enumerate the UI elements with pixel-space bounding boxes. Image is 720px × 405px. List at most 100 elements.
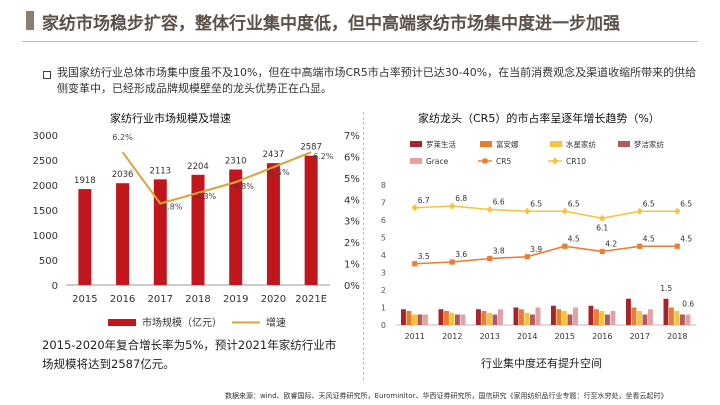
cr5-point-label: 4.5 (643, 234, 655, 243)
cr5-point-label: 3.9 (530, 245, 542, 254)
left-y-tick-label: 500 (39, 256, 58, 267)
right-chart-title: 家纺龙头（CR5）的市占率呈逐年增长趋势（%） (418, 112, 660, 125)
title-divider (22, 41, 698, 42)
brand-share-bar (556, 309, 562, 325)
brand-share-bar-label: 0.6 (682, 300, 694, 309)
growth-rate-label: 6.2% (112, 133, 133, 142)
brand-share-bar (412, 314, 417, 325)
right-x-tick-label: 2014 (517, 332, 537, 341)
market-size-bar (153, 179, 167, 285)
cr10-point (599, 214, 606, 222)
market-size-bar-label: 2437 (263, 150, 285, 160)
legend-label-2: 水星家纺 (566, 139, 596, 149)
chart-divider (363, 112, 364, 380)
cr10-point (449, 202, 456, 210)
growth-rate-label: 3.8% (162, 203, 183, 212)
brand-share-bar (460, 314, 466, 325)
brand-share-bar (663, 298, 669, 325)
cr10-point (524, 207, 531, 215)
right-y-tick-label: 1 (381, 304, 386, 313)
right-x-tick-label: 2015 (555, 332, 575, 341)
cr5-point-label: 3.5 (418, 252, 430, 261)
brand-share-bar (524, 312, 530, 325)
brand-share-bar (444, 311, 449, 325)
cr5-point-label: 3.8 (493, 247, 505, 256)
market-size-bar (78, 189, 92, 285)
left-y2-tick-label: 0% (344, 281, 360, 292)
left-y-tick-label: 3000 (33, 131, 58, 142)
cr10-point-label: 6.5 (530, 199, 542, 208)
title-bar: 家纺市场稳步扩容，整体行业集中度低，但中高端家纺市场集中度进一步加强 (0, 0, 720, 40)
right-y-tick-label: 8 (381, 181, 386, 190)
cr10-point-label: 6.7 (418, 196, 430, 205)
growth-rate-label: 6.2% (313, 152, 334, 161)
brand-share-bar (605, 314, 610, 325)
brand-share-bar (669, 307, 674, 325)
cr10-line (414, 205, 678, 220)
bullet-square-icon (43, 71, 51, 79)
left-y-tick-label: 2000 (33, 181, 58, 192)
brand-share-bar (438, 309, 444, 325)
left-x-tick-label: 2018 (185, 294, 210, 305)
left-x-tick-label: 2017 (148, 294, 173, 305)
legend-marker-6 (552, 157, 558, 165)
brand-share-bar (513, 307, 519, 325)
legend-label-6: CR10 (566, 157, 586, 166)
brand-share-bar (567, 314, 573, 325)
cr10-point (636, 207, 643, 215)
legend-label-3: 梦洁家纺 (634, 139, 664, 149)
brand-share-bar (551, 305, 556, 325)
legend-swatch-3 (618, 141, 630, 147)
left-chart-title: 家纺行业市场规模及增速 (110, 112, 231, 125)
left-x-tick-label: 2019 (223, 294, 248, 305)
cr5-point-label: 4.5 (680, 234, 692, 243)
market-size-bar (229, 169, 243, 285)
legend-label-0: 罗莱生活 (426, 139, 456, 149)
brand-share-bar (455, 314, 460, 325)
brand-share-bar (588, 305, 594, 325)
cr5-share-chart: 罗莱生活 富安娜 水星家纺 梦洁家纺 Grace CR5 CR10 0 1 2 3 4 5 6 7 8 1.5 0… (381, 139, 696, 341)
left-y2-tick-label: 2% (344, 238, 360, 249)
brand-share-bar (530, 314, 535, 325)
legend-swatch-2 (550, 141, 562, 147)
brand-share-bar (487, 312, 492, 325)
left-y2-tick-label: 3% (344, 217, 360, 228)
market-size-summary: 2015-2020年复合增长率为5%，预计2021年家纺行业市场规模将达到258… (42, 338, 337, 371)
left-y-tick-label: 1000 (33, 231, 58, 242)
concentration-caption: 行业集中度还有提升空间 (481, 357, 602, 370)
left-y-tick-label: 0 (52, 281, 58, 292)
left-x-tick-label: 2016 (110, 294, 135, 305)
growth-rate-line (121, 151, 312, 205)
brand-share-bar (642, 314, 648, 325)
right-y-tick-label: 3 (381, 269, 386, 278)
brand-share-bar (417, 314, 423, 325)
right-x-tick-label: 2016 (592, 332, 612, 341)
title-accent-mark (26, 11, 34, 30)
legend-label-growth-rate: 增速 (266, 316, 286, 329)
cr10-point-label: 6.1 (596, 223, 608, 232)
data-source-note: 数据来源：wind、欧睿国际、天风证券研究所，Eurominitor、华西证券研… (225, 392, 668, 400)
left-y2-tick-label: 7% (344, 131, 360, 142)
brand-share-bar (535, 307, 541, 325)
legend-swatch-0 (410, 141, 422, 147)
brand-share-bar (685, 314, 691, 325)
right-x-tick-label: 2013 (480, 332, 500, 341)
growth-rate-label: 4.8% (234, 182, 255, 191)
market-size-bar-label: 2587 (300, 143, 322, 153)
market-size-bar-label: 2036 (112, 170, 134, 180)
brand-share-bar (476, 309, 481, 325)
brand-share-bar (449, 312, 455, 325)
cr5-point (449, 259, 455, 265)
brand-share-bar (648, 309, 653, 325)
legend-label-4: Grace (426, 157, 449, 166)
left-x-tick-label: 2020 (261, 294, 286, 305)
bullet-paragraph: 我国家纺行业总体市场集中度虽不及10%，但在中高端市场CR5市占率预计已达30-… (57, 66, 697, 95)
cr5-point (674, 243, 680, 249)
market-size-bar-label: 1918 (74, 176, 96, 186)
cr5-line (414, 245, 678, 265)
right-y-tick-label: 4 (381, 251, 386, 260)
market-size-bar-label: 2113 (149, 166, 171, 176)
market-size-chart: 0 500 1000 1500 2000 2500 3000 0% 1% 2% 3% 4% 5% 6% 7%… (33, 131, 360, 329)
legend-label-5: CR5 (496, 157, 511, 166)
brand-share-bar (562, 311, 567, 325)
